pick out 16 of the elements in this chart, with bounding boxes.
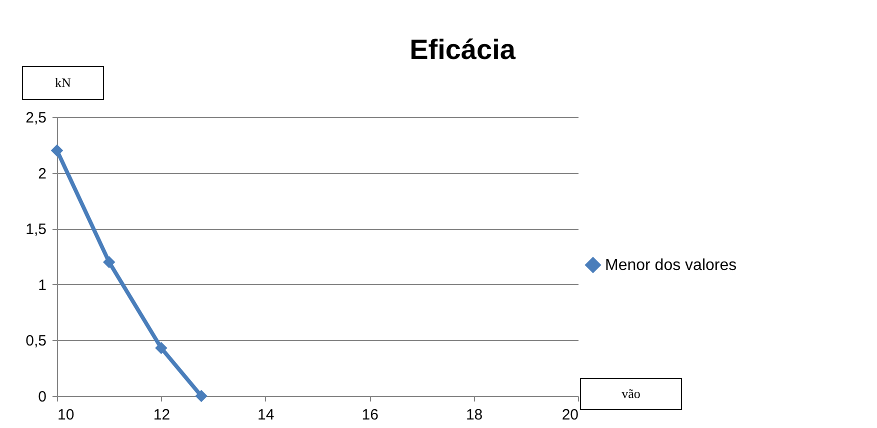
- chart-title: Eficácia: [410, 34, 516, 65]
- y-axis-title: kN: [22, 66, 104, 100]
- x-tick-label: 18: [466, 406, 483, 424]
- x-tick-label: 20: [562, 406, 578, 424]
- x-tick-label: 10: [58, 406, 74, 424]
- y-tick-label: 0: [38, 388, 46, 406]
- y-tick-label: 1,5: [26, 221, 46, 238]
- legend-label: Menor dos valores: [605, 257, 737, 274]
- y-tick-label: 1: [38, 276, 46, 294]
- y-tick-label: 2: [38, 165, 46, 182]
- x-axis-title: vão: [580, 378, 682, 410]
- x-tick-label: 14: [258, 406, 274, 424]
- x-tick-label: 12: [153, 406, 170, 424]
- x-tick-label: 16: [362, 406, 378, 424]
- y-tick-label: 0,5: [26, 332, 46, 350]
- y-tick-label: 2,5: [26, 110, 46, 126]
